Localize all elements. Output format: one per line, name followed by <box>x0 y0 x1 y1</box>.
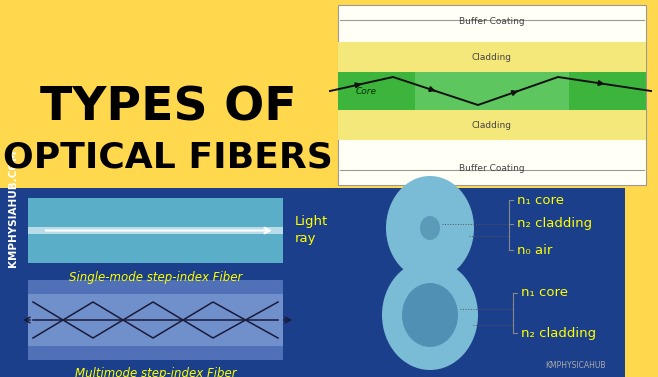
Bar <box>338 72 646 110</box>
Text: n₁ core: n₁ core <box>521 287 568 299</box>
Bar <box>415 72 569 110</box>
Bar <box>28 198 283 263</box>
Bar <box>338 42 646 72</box>
Text: KMPHYSIAHUB.COM: KMPHYSIAHUB.COM <box>8 150 18 267</box>
Ellipse shape <box>420 216 440 240</box>
Text: TYPES OF: TYPES OF <box>39 86 296 130</box>
Ellipse shape <box>382 260 478 370</box>
Text: ray: ray <box>295 232 316 245</box>
Text: KMPHYSICAHUB: KMPHYSICAHUB <box>545 360 605 369</box>
Text: Buffer Coating: Buffer Coating <box>459 164 525 173</box>
Bar <box>28 227 283 234</box>
Text: OPTICAL FIBERS: OPTICAL FIBERS <box>3 141 333 175</box>
Text: Cladding: Cladding <box>472 121 512 130</box>
Text: n₂ cladding: n₂ cladding <box>517 218 592 230</box>
Text: n₁ core: n₁ core <box>517 193 564 207</box>
Bar <box>338 5 646 185</box>
Ellipse shape <box>402 283 458 347</box>
Text: Multimode step-index Fiber: Multimode step-index Fiber <box>75 368 236 377</box>
Bar <box>28 294 283 346</box>
Ellipse shape <box>386 176 474 280</box>
Bar <box>28 280 283 360</box>
Text: n₂ cladding: n₂ cladding <box>521 326 596 340</box>
Text: Light: Light <box>295 215 328 228</box>
Text: n₀ air: n₀ air <box>517 244 552 256</box>
Bar <box>338 110 646 140</box>
Bar <box>0 188 625 377</box>
Text: Core: Core <box>355 86 376 95</box>
Text: Cladding: Cladding <box>472 52 512 61</box>
Text: Single-mode step-index Fiber: Single-mode step-index Fiber <box>69 271 242 284</box>
Text: Buffer Coating: Buffer Coating <box>459 17 525 26</box>
